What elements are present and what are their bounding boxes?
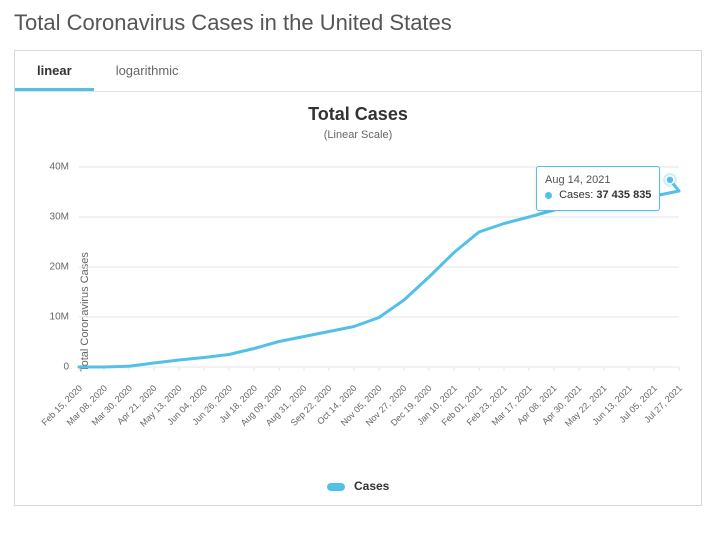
legend-label: Cases (354, 479, 389, 493)
page-title: Total Coronavirus Cases in the United St… (0, 0, 716, 50)
tooltip-dot-icon (545, 192, 552, 199)
ytick-label: 20M (43, 262, 69, 273)
tooltip-series-label: Cases: (559, 189, 593, 201)
tab-linear[interactable]: linear (15, 51, 94, 91)
tab-logarithmic[interactable]: logarithmic (94, 51, 201, 91)
tooltip-value: 37 435 835 (596, 189, 651, 201)
plot-wrap: Total Coronavirus Cases Feb 15, 2020Mar … (23, 147, 693, 477)
chart-legend: Cases (23, 477, 693, 505)
chart-tooltip: Aug 14, 2021 Cases: 37 435 835 (536, 166, 660, 211)
ytick-label: 40M (43, 162, 69, 173)
scale-tabs: linear logarithmic (15, 51, 701, 92)
ytick-label: 10M (43, 312, 69, 323)
ytick-label: 30M (43, 212, 69, 223)
x-axis-labels: Feb 15, 2020Mar 08, 2020Mar 30, 2020Apr … (71, 377, 687, 467)
chart-area: Total Cases (Linear Scale) Total Coronav… (15, 92, 701, 505)
legend-swatch-icon (327, 483, 345, 491)
chart-card: linear logarithmic Total Cases (Linear S… (14, 50, 702, 506)
ytick-label: 0 (43, 362, 69, 373)
chart-subtitle: (Linear Scale) (23, 129, 693, 141)
tooltip-date: Aug 14, 2021 (545, 173, 651, 188)
chart-title: Total Cases (23, 104, 693, 125)
